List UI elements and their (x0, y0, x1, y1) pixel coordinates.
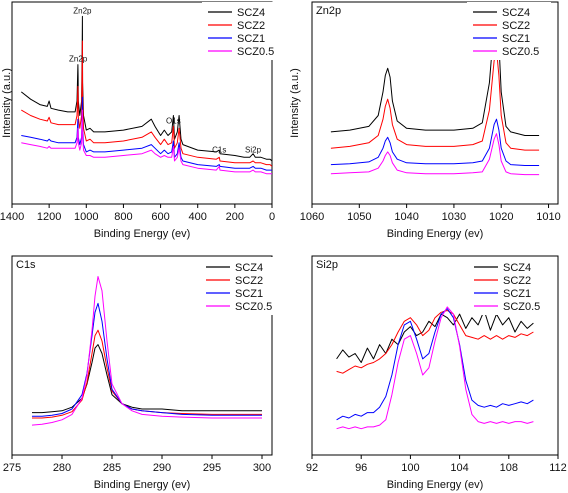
panel-4-legend-label-scz0-5: SCZ0.5 (503, 301, 540, 313)
panel-3-legend-label-scz2: SCZ2 (235, 275, 263, 287)
panel-1-legend-label-scz2: SCZ2 (237, 20, 265, 32)
panel-2-legend-label-scz4: SCZ4 (502, 7, 530, 19)
panel-4-x-tick-label: 108 (500, 462, 518, 474)
panel-2-x-tick-label: 1010 (536, 211, 560, 223)
panel-1-x-tick-label: 0 (269, 211, 275, 223)
panel-4-series-line-scz2 (336, 310, 534, 374)
panel-3-x-tick-label: 290 (153, 462, 171, 474)
panel-1-legend-label-scz0-5: SCZ0.5 (237, 46, 274, 58)
panel-1-x-axis-title: Binding Energy (ev) (94, 228, 191, 240)
panel-1-x-tick-label: 1200 (37, 211, 61, 223)
panel-1-x-tick-label: 1400 (0, 211, 24, 223)
panel-2-legend-label-scz0-5: SCZ0.5 (502, 46, 539, 58)
panel-1-x-tick-label: 200 (226, 211, 244, 223)
panel-3-series-line-scz1 (32, 302, 262, 417)
panel-2-series-group (330, 16, 540, 176)
panel-4-x-tick-label: 92 (306, 462, 318, 474)
panel-2-x-tick-label: 1050 (347, 211, 371, 223)
panel-4-legend-label-scz1: SCZ1 (503, 288, 531, 300)
panel-1-series-line-scz2 (21, 40, 272, 167)
panel-2: 1060 1050 1040 1030 1020 1010 Binding Energy (… (289, 1, 561, 240)
panel-4-legend-label-scz4: SCZ4 (503, 262, 531, 274)
panel-3-series-line-scz4 (32, 344, 262, 414)
panel-1-legend-label-scz4: SCZ4 (237, 7, 265, 19)
panel-2-frame (311, 1, 559, 205)
panel-4-frame (311, 255, 559, 456)
panel-3-series-line-scz0-5 (31, 276, 262, 426)
panel-1-frame (11, 1, 273, 205)
panel-3-legend-label-scz0-5: SCZ0.5 (235, 301, 272, 313)
panel-3-panel-title: C1s (16, 259, 36, 271)
panel-3-legend-label-scz1: SCZ1 (235, 288, 263, 300)
panel-3-x-tick-label: 300 (253, 462, 271, 474)
panel-3-x-tick-label: 275 (3, 462, 21, 474)
panel-1-series-line-scz1 (21, 96, 272, 171)
panel-1-x-tick-label: 600 (151, 211, 169, 223)
panel-2-series-line-scz4 (330, 16, 540, 136)
panel-2-series-line-scz2 (330, 49, 540, 151)
panel-3: 275 280 285 290 295 300 Binding Energy (ev) C1s… (3, 255, 284, 491)
panel-1-legend-label-scz1: SCZ1 (237, 33, 265, 45)
panel-4-series-line-scz0-5 (336, 306, 534, 430)
panel-2-x-tick-label: 1020 (489, 211, 513, 223)
panel-3-x-tick-label: 280 (53, 462, 71, 474)
panel-4-legend-label-scz2: SCZ2 (503, 275, 531, 287)
panel-1-x-tick-label: 400 (189, 211, 207, 223)
panel-2-x-tick-label: 1040 (394, 211, 418, 223)
panel-3-x-tick-label: 295 (203, 462, 221, 474)
panel-3-series-group (31, 276, 262, 426)
panel-2-x-axis-title: Binding Energy (ev) (387, 228, 484, 240)
panel-3-series-line-scz2 (32, 329, 262, 419)
panel-3-x-tick-label: 285 (103, 462, 121, 474)
panel-1-annotation: O1s (166, 116, 181, 125)
panel-2-legend-label-scz2: SCZ2 (502, 20, 530, 32)
panel-1-series-line-scz4 (20, 15, 272, 162)
panel-3-frame (11, 255, 273, 456)
panel-4-x-tick-label: 100 (401, 462, 419, 474)
panel-2-series-line-scz0-5 (330, 133, 540, 176)
panel-2-x-tick-label: 1060 (300, 211, 324, 223)
panel-2-y-axis-title: Intensity (a.u.) (289, 68, 301, 138)
panel-3-legend-label-scz4: SCZ4 (235, 262, 263, 274)
panel-1-annotation: Si2p (245, 146, 262, 155)
panel-2-series-line-scz1 (330, 118, 540, 166)
panel-2-panel-title: Zn2p (316, 5, 341, 17)
panel-1-x-tick-label: 1000 (74, 211, 98, 223)
panel-3-x-axis-title: Binding Energy (ev) (94, 479, 191, 491)
panel-1-annotation: Zn2p (73, 6, 92, 15)
panel-4-x-tick-label: 96 (355, 462, 367, 474)
panel-4-x-tick-label: 112 (549, 462, 567, 474)
panel-4-series-line-scz4 (336, 310, 534, 363)
panel-1-y-axis-title: Intensity (a.u.) (1, 68, 13, 138)
panel-2-x-tick-label: 1030 (442, 211, 466, 223)
panel-4-panel-title: Si2p (316, 259, 338, 271)
panel-4-series-group (336, 306, 534, 430)
panel-4: 92 96 100 104 108 112 Binding Energy (ev) Si2p S… (306, 255, 567, 491)
panel-4-x-axis-title: Binding Energy (ev) (387, 479, 484, 491)
panel-4-x-tick-label: 104 (450, 462, 468, 474)
panel-1-series-line-scz0-5 (21, 109, 272, 175)
panel-1-series-group (20, 15, 272, 175)
panel-1-annotation: Zn2p (69, 55, 88, 64)
panel-2-legend-label-scz1: SCZ1 (502, 33, 530, 45)
panel-4-series-line-scz1 (336, 308, 534, 421)
panel-1: 1400 1200 1000 800 600 400 200 0 Binding Energy … (0, 1, 286, 240)
panel-1-annotation: C1s (212, 146, 226, 155)
panel-1-x-tick-label: 800 (114, 211, 132, 223)
